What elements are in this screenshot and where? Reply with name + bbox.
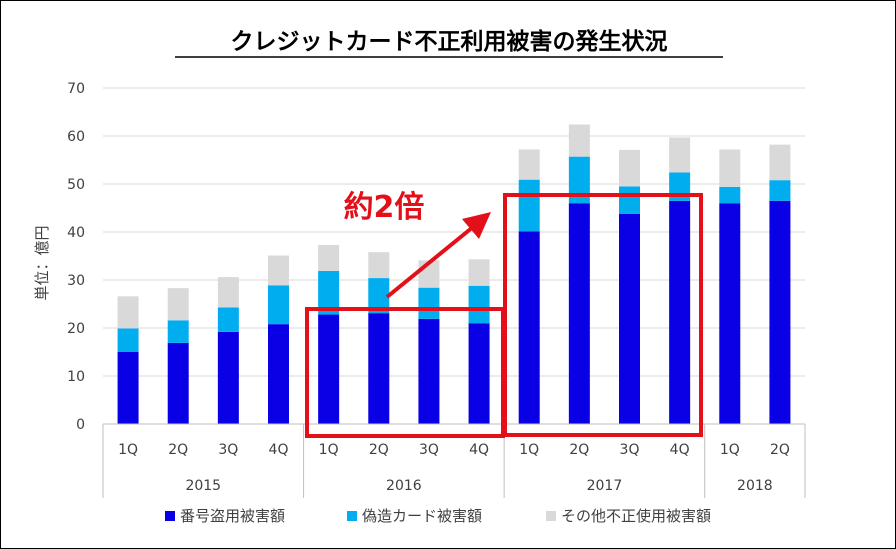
bar-segment: [217, 331, 239, 424]
bar-segment: [217, 307, 239, 332]
bar-segment: [268, 255, 289, 286]
y-axis: 0 10 20 30 40 50 60 70: [67, 81, 85, 433]
bar-segment: [619, 149, 640, 187]
bar-segment: [418, 287, 440, 319]
bar-segment: [619, 186, 640, 214]
bar-segment: [769, 144, 791, 181]
x-tick-label: 2Q: [369, 442, 389, 458]
legend: 番号盗用被害額 偽造カード被害額 その他不正使用被害額: [165, 507, 711, 525]
bar-segment: [318, 244, 340, 271]
bar-segment: [268, 324, 289, 424]
x-tick-label: 4Q: [670, 442, 690, 458]
year-label: 2015: [185, 478, 221, 494]
bar-segment: [669, 137, 691, 173]
y-tick-label: 40: [67, 225, 85, 241]
x-tick-label: 4Q: [469, 442, 489, 458]
bar-segment: [468, 259, 490, 286]
year-label: 2018: [737, 478, 773, 494]
y-tick-label: 20: [67, 321, 85, 337]
bar-segment: [318, 270, 340, 315]
arrow-shaft: [385, 225, 475, 299]
bar-segment: [468, 285, 490, 324]
bar-segment: [568, 156, 590, 204]
chart-title: クレジットカード不正利用被害の発生状況: [231, 28, 668, 55]
y-tick-label: 50: [67, 177, 85, 193]
annotation-label: 約2倍: [344, 190, 425, 225]
y-tick-label: 70: [67, 81, 85, 97]
x-axis: 1Q 2Q 3Q 4Q 1Q 2Q 3Q 4Q 1Q 2Q 3Q 4Q 1Q 2Q 2015 2016 2017…: [102, 423, 806, 498]
legend-label: 番号盗用被害額: [180, 507, 285, 525]
x-tick-label: 3Q: [620, 442, 640, 458]
bar-segment: [719, 203, 741, 424]
bar-segment: [368, 252, 390, 279]
x-tick-label: 2Q: [569, 442, 589, 458]
x-tick-label: 4Q: [269, 442, 289, 458]
arrow-head: [462, 212, 491, 239]
x-tick-label: 1Q: [519, 442, 539, 458]
bar-segment: [669, 200, 691, 424]
y-tick-label: 10: [67, 369, 85, 385]
bar-segment: [468, 323, 490, 424]
bar-segment: [368, 313, 390, 424]
bar-segment: [619, 213, 640, 424]
x-tick-label: 1Q: [118, 442, 138, 458]
bar-segment: [167, 342, 189, 424]
bar-segment: [318, 314, 340, 424]
legend-swatch: [347, 511, 357, 521]
x-tick-label: 3Q: [419, 442, 439, 458]
bars: [117, 124, 791, 424]
annotation-overlay: 約2倍: [305, 190, 703, 438]
bar-segment: [769, 180, 791, 201]
bar-segment: [568, 124, 590, 157]
legend-swatch: [546, 511, 556, 521]
x-tick-label: 1Q: [720, 442, 740, 458]
bar-segment: [769, 200, 791, 424]
bar-segment: [117, 352, 139, 424]
x-tick-label: 2Q: [168, 442, 188, 458]
bar-segment: [268, 285, 289, 325]
y-tick-label: 0: [76, 417, 85, 433]
bar-segment: [418, 318, 440, 424]
bar-segment: [518, 179, 540, 232]
legend-label: 偽造カード被害額: [362, 507, 482, 525]
bar-segment: [368, 278, 390, 314]
y-tick-label: 60: [67, 129, 85, 145]
bar-segment: [167, 320, 189, 343]
bar-segment: [719, 149, 741, 187]
year-label: 2017: [587, 478, 623, 494]
y-tick-label: 30: [67, 273, 85, 289]
year-label: 2016: [386, 478, 422, 494]
bar-segment: [217, 277, 239, 308]
bar-segment: [117, 328, 139, 352]
legend-swatch: [165, 511, 175, 521]
bar-segment: [719, 186, 741, 204]
x-tick-label: 3Q: [218, 442, 238, 458]
bar-segment: [167, 288, 189, 321]
x-tick-label: 1Q: [319, 442, 339, 458]
bar-segment: [117, 296, 139, 329]
y-axis-label: 単位：億円: [33, 225, 51, 300]
bar-segment: [518, 149, 540, 180]
highlight-box-2017: [503, 193, 703, 437]
x-tick-label: 2Q: [770, 442, 790, 458]
legend-label: その他不正使用被害額: [561, 507, 711, 525]
bar-segment: [568, 203, 590, 424]
bar-segment: [518, 231, 540, 424]
